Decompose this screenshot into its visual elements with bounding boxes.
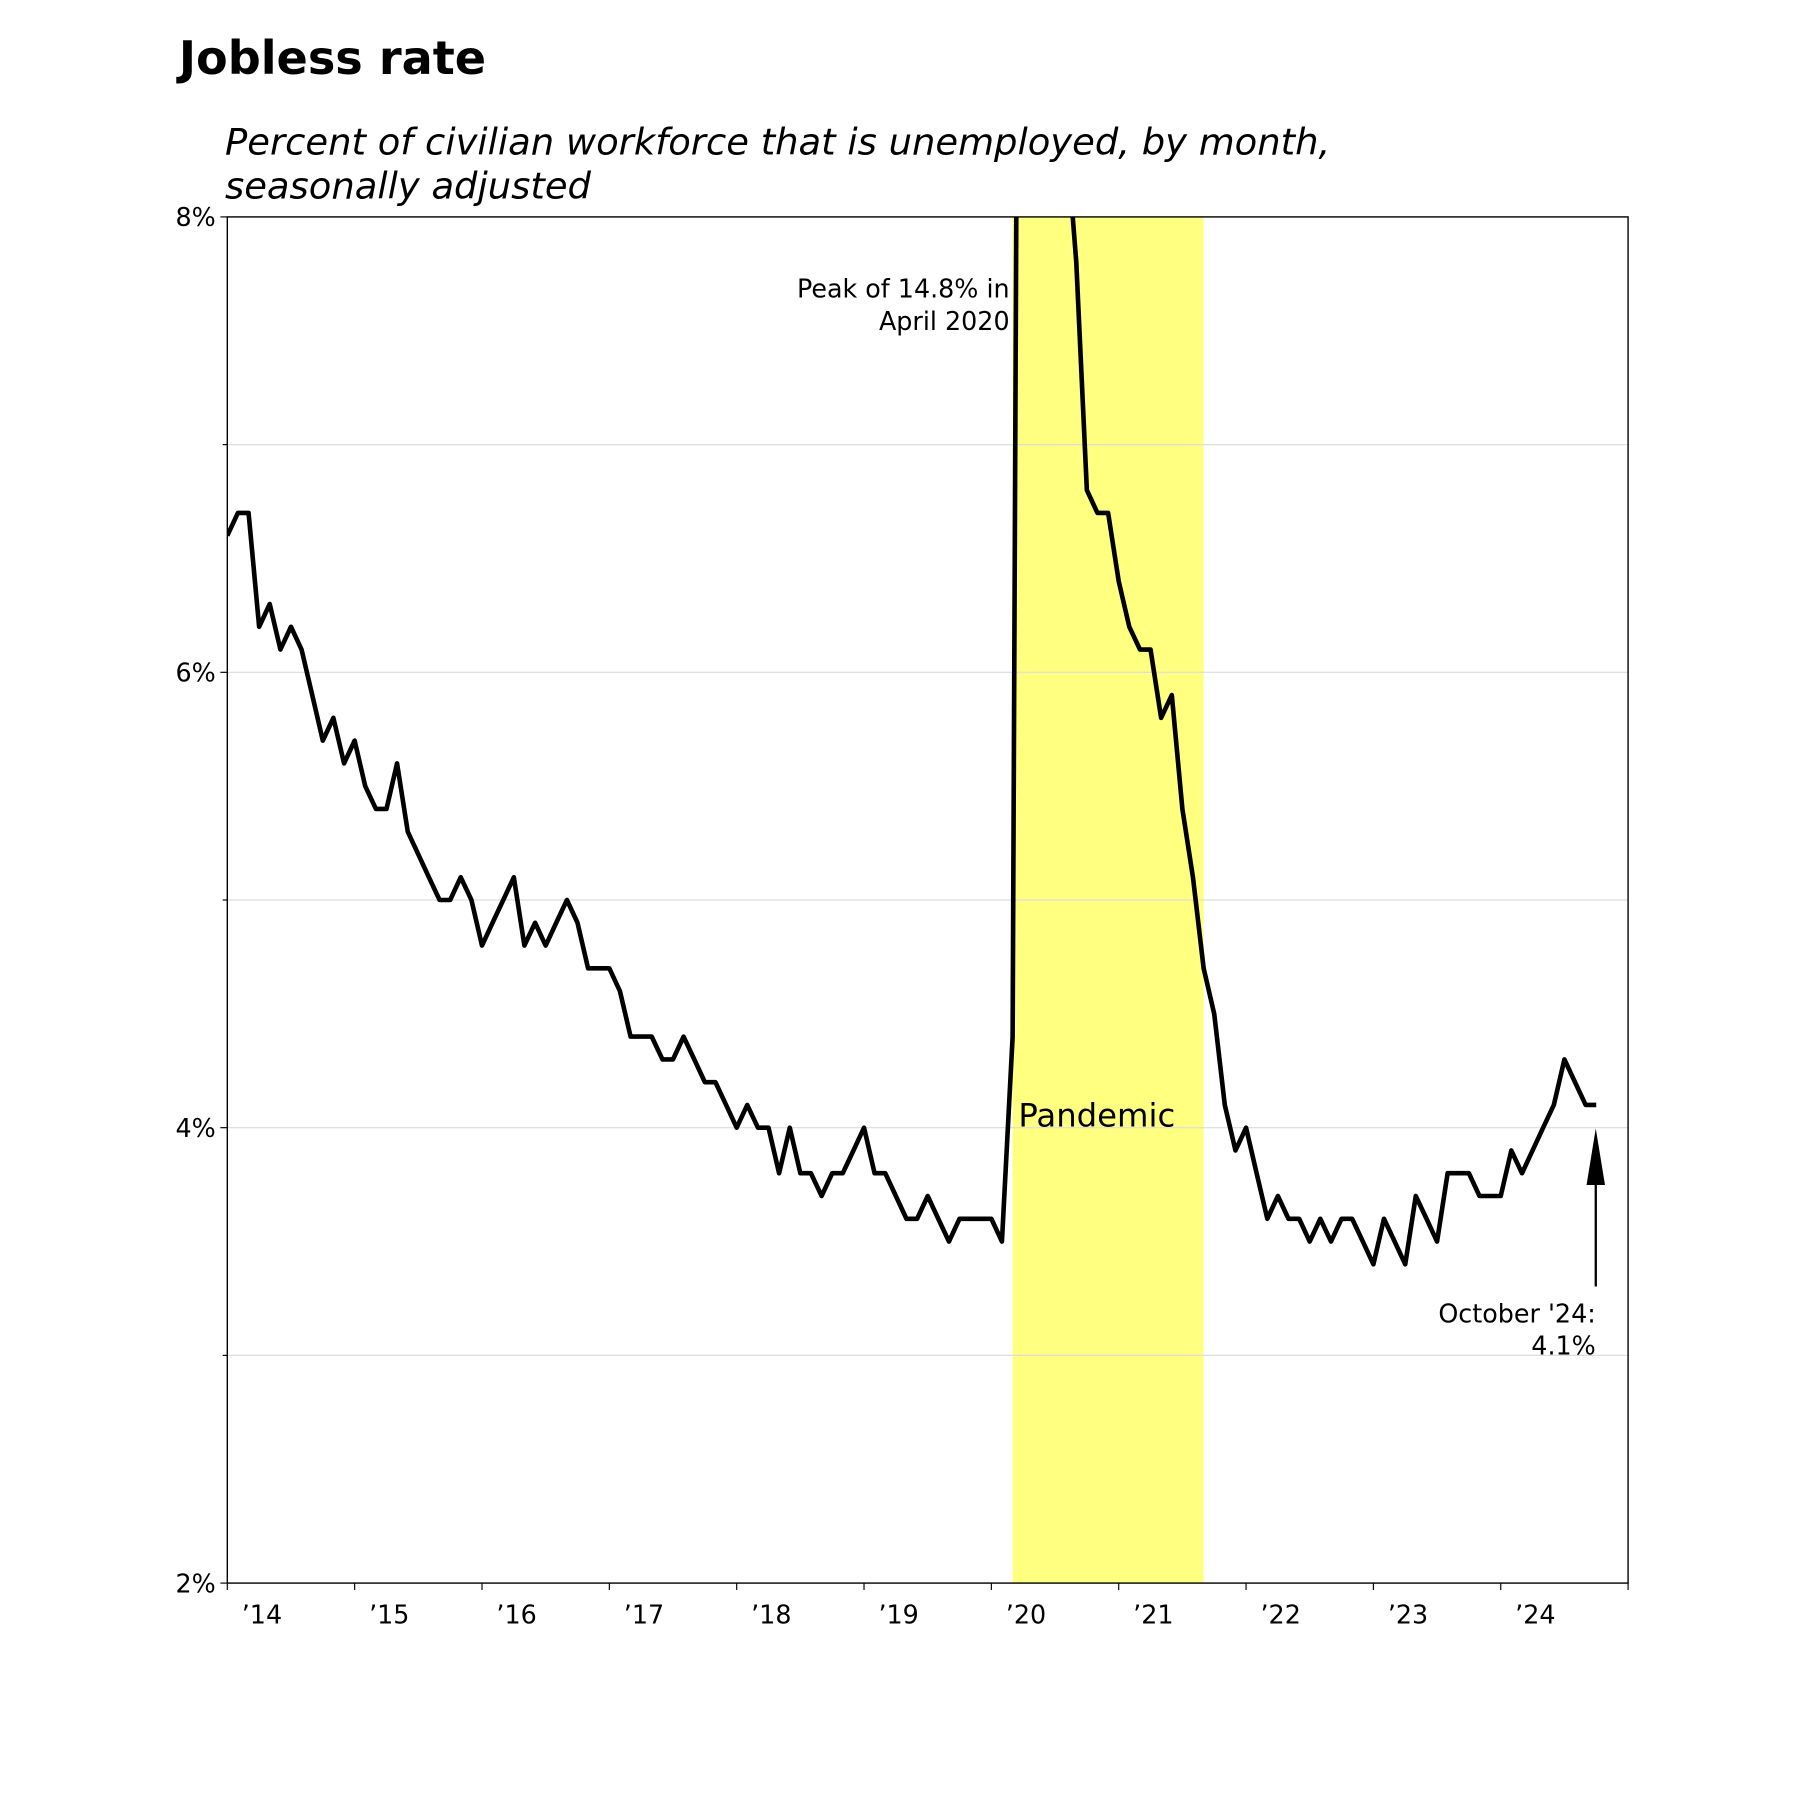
chart-subtitle: Percent of civilian workforce that is un… <box>225 121 1330 164</box>
annotation-arrowhead <box>1586 1128 1605 1185</box>
x-tick-label: ’24 <box>1515 1599 1555 1629</box>
x-tick-label: ’16 <box>496 1599 536 1629</box>
plot-frame <box>226 216 1629 1584</box>
annotation: Peak of 14.8% in <box>797 274 1010 304</box>
x-tick-label: ’19 <box>878 1599 918 1629</box>
shaded-period-label: Pandemic <box>1018 1097 1175 1135</box>
x-tick-label: ’17 <box>624 1599 664 1629</box>
x-tick-label: ’21 <box>1133 1599 1173 1629</box>
x-tick-label: ’18 <box>751 1599 791 1629</box>
x-tick-label: ’22 <box>1260 1599 1300 1629</box>
y-tick-label: 2% <box>176 1568 216 1598</box>
annotation: October '24: <box>1438 1298 1595 1328</box>
x-tick-label: ’23 <box>1388 1599 1428 1629</box>
y-tick-label: 4% <box>176 1113 216 1143</box>
x-tick-label: ’15 <box>369 1599 409 1629</box>
annotation: 4.1% <box>1531 1331 1595 1361</box>
y-tick-label: 8% <box>176 202 216 232</box>
chart-title: Jobless rate <box>176 31 486 85</box>
y-tick-label: 6% <box>176 658 216 688</box>
chart-subtitle: seasonally adjusted <box>225 164 592 207</box>
x-tick-label: ’14 <box>242 1599 282 1629</box>
data-line <box>227 216 1597 1267</box>
annotation: April 2020 <box>879 306 1010 336</box>
x-tick-label: ’20 <box>1006 1599 1046 1629</box>
